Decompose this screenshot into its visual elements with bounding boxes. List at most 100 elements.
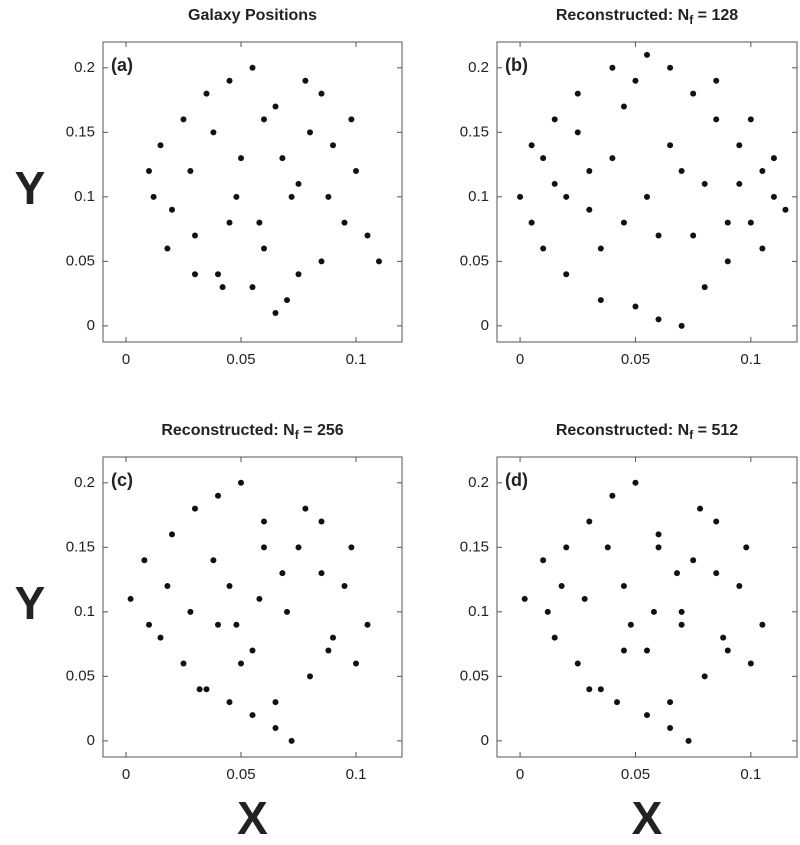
point: [574, 90, 581, 97]
point: [141, 557, 148, 564]
point: [150, 193, 157, 200]
point: [597, 297, 604, 304]
point: [724, 258, 731, 265]
point: [215, 271, 221, 278]
point: [544, 608, 551, 615]
y-tick-label: 0: [87, 732, 95, 749]
title-part: f: [689, 13, 694, 27]
point: [249, 647, 256, 654]
point: [215, 492, 221, 499]
point: [650, 608, 657, 615]
title-part: Reconstructed: N: [556, 422, 689, 439]
point: [609, 492, 616, 499]
y-axis-label: Y: [15, 162, 46, 214]
title-part: f: [295, 428, 300, 442]
point: [713, 116, 720, 123]
title-part: = 256: [299, 422, 344, 439]
point: [724, 647, 731, 654]
point: [632, 479, 639, 486]
point: [146, 168, 152, 175]
point: [192, 505, 198, 512]
x-tick-label: 0: [122, 351, 130, 368]
point: [192, 232, 198, 239]
point: [146, 621, 152, 628]
point: [180, 116, 187, 123]
point: [233, 621, 240, 628]
point: [632, 303, 639, 310]
point: [667, 64, 674, 71]
point: [238, 660, 244, 667]
point: [678, 168, 685, 175]
point: [353, 168, 359, 175]
point: [627, 621, 634, 628]
point: [620, 583, 627, 590]
x-tick-label: 0.1: [740, 351, 761, 368]
y-tick-label: 0.15: [460, 538, 489, 555]
point: [295, 544, 302, 551]
point: [307, 129, 313, 136]
point: [226, 699, 233, 706]
point: [238, 155, 244, 162]
point: [196, 686, 203, 693]
point: [279, 570, 286, 577]
point: [164, 583, 171, 590]
point: [770, 155, 777, 162]
point: [782, 206, 789, 213]
point: [226, 583, 233, 590]
point: [563, 271, 570, 278]
y-tick-label: 0.2: [468, 59, 489, 76]
title-part: Reconstructed: N: [161, 422, 294, 439]
point: [261, 544, 267, 551]
y-tick-label: 0.2: [74, 59, 95, 76]
point: [215, 621, 221, 628]
point: [226, 219, 233, 226]
point: [180, 660, 187, 667]
point: [690, 232, 697, 239]
point: [238, 479, 244, 486]
y-tick-label: 0.15: [460, 123, 489, 140]
point: [272, 103, 279, 110]
y-tick-label: 0.2: [74, 474, 95, 491]
y-axis-label: Y: [15, 577, 46, 629]
point: [655, 531, 662, 538]
point: [586, 168, 593, 175]
point: [261, 245, 267, 252]
point: [284, 608, 290, 615]
point: [620, 103, 627, 110]
point: [770, 193, 777, 200]
plot-frame: [496, 41, 798, 343]
point: [747, 116, 754, 123]
point: [558, 583, 565, 590]
point: [187, 608, 194, 615]
point: [341, 219, 348, 226]
point: [743, 544, 750, 551]
point: [713, 518, 720, 525]
point: [521, 595, 528, 602]
point: [586, 518, 593, 525]
x-tick-label: 0: [516, 766, 524, 783]
point: [348, 544, 355, 551]
chart-title: Reconstructed: Nf = 256: [161, 422, 343, 442]
point: [249, 712, 256, 719]
point: [604, 544, 611, 551]
point: [249, 64, 256, 71]
point: [574, 129, 581, 136]
point: [325, 647, 332, 654]
point: [597, 245, 604, 252]
point: [713, 570, 720, 577]
point: [256, 219, 263, 226]
point: [376, 258, 382, 265]
point: [690, 557, 697, 564]
chart-title: Reconstructed: Nf = 128: [556, 7, 738, 27]
y-tick-label: 0.1: [468, 188, 489, 205]
y-tick-label: 0.15: [66, 538, 95, 555]
point: [210, 557, 217, 564]
point: [318, 258, 325, 265]
plot-frame: [102, 456, 403, 758]
panel-label: (b): [505, 55, 528, 75]
point: [127, 595, 134, 602]
point: [295, 180, 302, 187]
point: [318, 518, 325, 525]
point: [325, 193, 332, 200]
point: [341, 583, 348, 590]
